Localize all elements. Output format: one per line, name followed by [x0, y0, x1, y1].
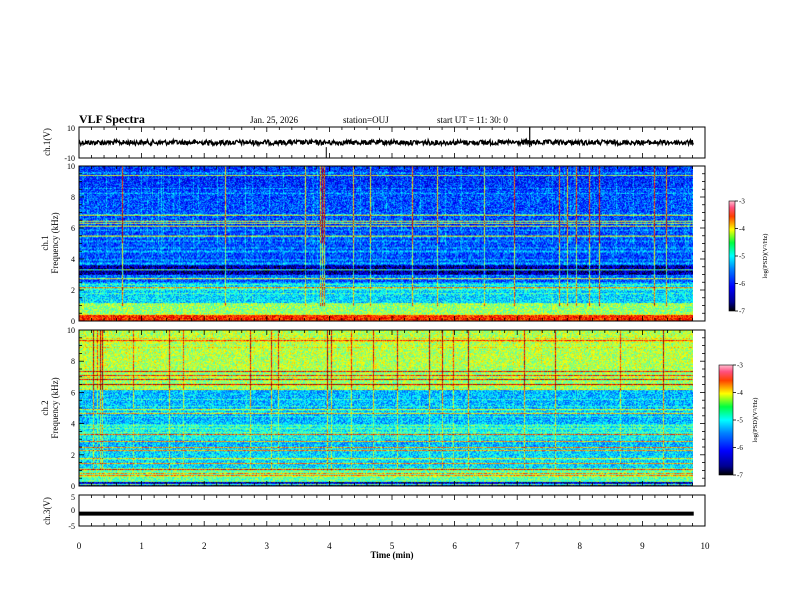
ch2-colorbar: -3 -4 -5 -6 -7 log(PSD)(V²/Hz): [718, 362, 759, 480]
figure-title: VLF Spectra: [79, 112, 145, 126]
ch2-colorbar-label: log(PSD)(V²/Hz): [752, 398, 759, 443]
ch1-colorbar-tick-4: -7: [739, 308, 745, 316]
x-tick-label-1: 1: [139, 541, 144, 551]
ch2-spectrogram-ytick-label-1: 2: [71, 451, 75, 460]
ch2-colorbar-tick-3: -6: [737, 444, 743, 452]
ch2-colorbar-tick-4: -7: [737, 472, 743, 480]
x-tick-label-10: 10: [701, 541, 711, 551]
ch3-ytick-bottom: -5: [68, 522, 75, 531]
x-axis-title: Time (min): [370, 550, 413, 560]
ch2-spectrogram-ytick-label-0: 0: [71, 482, 75, 491]
ch1-spectrogram-ytick-label-2: 4: [71, 255, 75, 264]
start-ut-label: start UT = 11: 30: 0: [437, 115, 508, 125]
ch2-spectrogram-ytick-label-5: 10: [67, 326, 75, 335]
ch1-spectrogram-ylabel-2: Frequency (kHz): [50, 212, 60, 273]
ch1-spectrogram-panel: 0 2 4 6 8 10 ch.1 Frequency (kHz): [40, 162, 706, 326]
ch1-spectrogram-ytick-label-1: 2: [71, 286, 75, 295]
x-tick-label-9: 9: [640, 541, 645, 551]
ch1-spectrogram-yticks: 0 2 4 6 8 10: [67, 162, 705, 326]
ch2-spectrogram-image: [79, 330, 693, 486]
ch1-colorbar-gradient: [728, 200, 736, 312]
x-tick-label-8: 8: [578, 541, 583, 551]
ch1-ylabel: ch.1(V): [42, 128, 52, 156]
ch2-colorbar-tick-marks: [733, 364, 736, 476]
ch1-colorbar-tick-0: -3: [739, 198, 745, 206]
ch1-spectrogram-ytick-label-3: 6: [71, 224, 75, 233]
ch1-colorbar-tick-1: -4: [739, 225, 745, 233]
ch1-colorbar-tick-3: -6: [739, 280, 745, 288]
x-tick-label-4: 4: [327, 541, 332, 551]
ch1-ytick-top: 10: [67, 124, 75, 133]
ch2-spectrogram-yticks: 0 2 4 6 8 10: [67, 326, 705, 491]
ch3-ytick-mid: 0: [71, 506, 75, 515]
x-tick-label-7: 7: [515, 541, 520, 551]
ch2-colorbar-tick-0: -3: [737, 362, 743, 370]
ch2-spectrogram-ytick-label-3: 6: [71, 388, 75, 397]
ch1-colorbar-tick-marks: [735, 200, 738, 312]
ch1-spectrogram-image: [79, 166, 693, 321]
ch1-colorbar-tick-2: -5: [739, 253, 745, 261]
x-tick-label-2: 2: [202, 541, 207, 551]
date-label: Jan. 25, 2026: [250, 115, 298, 125]
ch2-spectrogram-panel: 0 2 4 6 8 10 ch.2 Frequency (kHz): [40, 326, 706, 491]
ch1-ytick-bottom: -10: [64, 154, 75, 163]
ch2-colorbar-tick-1: -4: [737, 389, 743, 397]
ch1-waveform-line: [78, 137, 695, 148]
x-tick-label-5: 5: [390, 541, 395, 551]
x-axis-ticks: [78, 127, 706, 526]
ch2-spectrogram-ylabel-2: Frequency (kHz): [50, 377, 60, 438]
ch2-spectrogram-ylabel-1: ch.2: [40, 400, 50, 415]
station-label: station=OUJ: [343, 115, 389, 125]
x-axis-labels: 0 1 2 3 4 5 6 7 8 9 10: [77, 541, 710, 551]
ch1-colorbar-label: log(PSD)(V²/Hz): [762, 234, 769, 279]
ch1-spectrogram-ytick-label-4: 8: [71, 193, 75, 202]
ch2-colorbar-tick-2: -5: [737, 417, 743, 425]
x-tick-label-0: 0: [77, 541, 82, 551]
ch1-colorbar: -3 -4 -5 -6 -7 log(PSD)(V²/Hz): [728, 198, 769, 316]
ch2-spectrogram-ytick-label-2: 4: [71, 420, 75, 429]
ch1-spectrogram-ytick-label-5: 10: [67, 162, 75, 171]
ch1-spectrogram-ylabel-1: ch.1: [40, 235, 50, 250]
x-tick-label-6: 6: [452, 541, 457, 551]
ch3-ytick-top: 5: [71, 493, 75, 502]
ch2-colorbar-gradient: [718, 364, 734, 476]
ch3-ylabel: ch.3(V): [42, 497, 52, 525]
x-tick-label-3: 3: [265, 541, 270, 551]
ch2-spectrogram-ytick-label-4: 8: [71, 357, 75, 366]
ch1-spectrogram-ytick-label-0: 0: [71, 317, 75, 326]
